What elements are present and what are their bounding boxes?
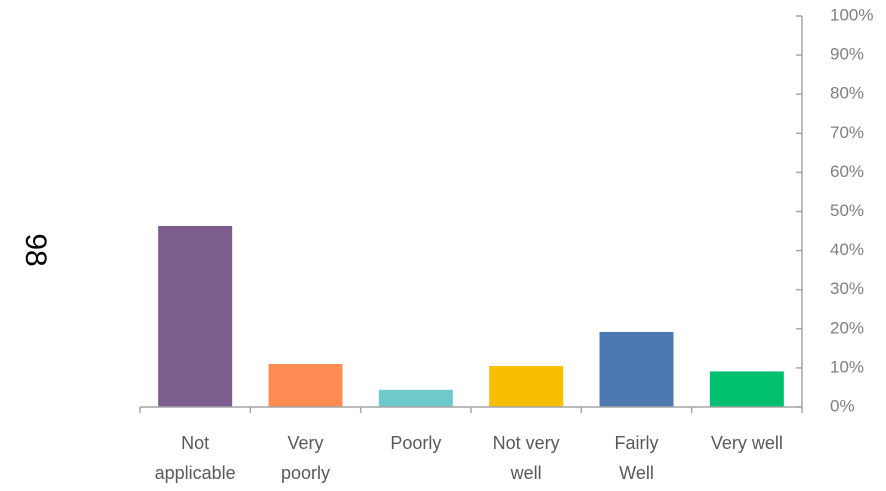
y-axis: 0% 10% 20% 30% 40% 50% 60% 70% 80% 90% 100% — [796, 5, 873, 415]
bar-2 — [268, 363, 343, 407]
category-label-line: Fairly — [615, 433, 659, 453]
category-label-6: Very well — [711, 433, 783, 453]
category-label-line: well — [510, 463, 542, 483]
bar-4 — [489, 365, 564, 407]
bar-3 — [378, 389, 453, 407]
bar-1 — [158, 225, 233, 407]
y-tick-label: 80% — [830, 84, 864, 103]
category-label-line: applicable — [155, 463, 236, 483]
y-tick-label: 40% — [830, 240, 864, 259]
category-label-line: Not very — [493, 433, 560, 453]
category-label-1: Not applicable — [155, 433, 236, 483]
vertical-side-label: 98 — [19, 233, 52, 266]
bar-5 — [599, 331, 674, 407]
y-tick-label: 30% — [830, 279, 864, 298]
category-label-line: Very well — [711, 433, 783, 453]
y-tick-label: 0% — [830, 396, 855, 415]
y-tick-label: 70% — [830, 123, 864, 142]
category-label-2: Very poorly — [281, 433, 330, 483]
category-label-5: Fairly Well — [615, 433, 659, 483]
category-label-line: Poorly — [390, 433, 441, 453]
bar-6 — [709, 371, 784, 407]
y-tick-label: 90% — [830, 45, 864, 64]
category-label-3: Poorly — [390, 433, 441, 453]
y-tick-label: 100% — [830, 5, 873, 24]
category-label-line: Well — [619, 463, 654, 483]
category-labels: Not applicable Very poorly Poorly Not very wel… — [155, 433, 783, 483]
bars-group — [158, 225, 784, 407]
y-tick-label: 60% — [830, 162, 864, 181]
y-tick-label: 50% — [830, 201, 864, 220]
category-label-line: Very — [287, 433, 323, 453]
category-label-4: Not very well — [493, 433, 560, 483]
y-tick-label: 20% — [830, 318, 864, 337]
y-tick-label: 10% — [830, 357, 864, 376]
category-label-line: poorly — [281, 463, 330, 483]
x-axis — [139, 406, 803, 413]
category-label-line: Not — [181, 433, 209, 453]
